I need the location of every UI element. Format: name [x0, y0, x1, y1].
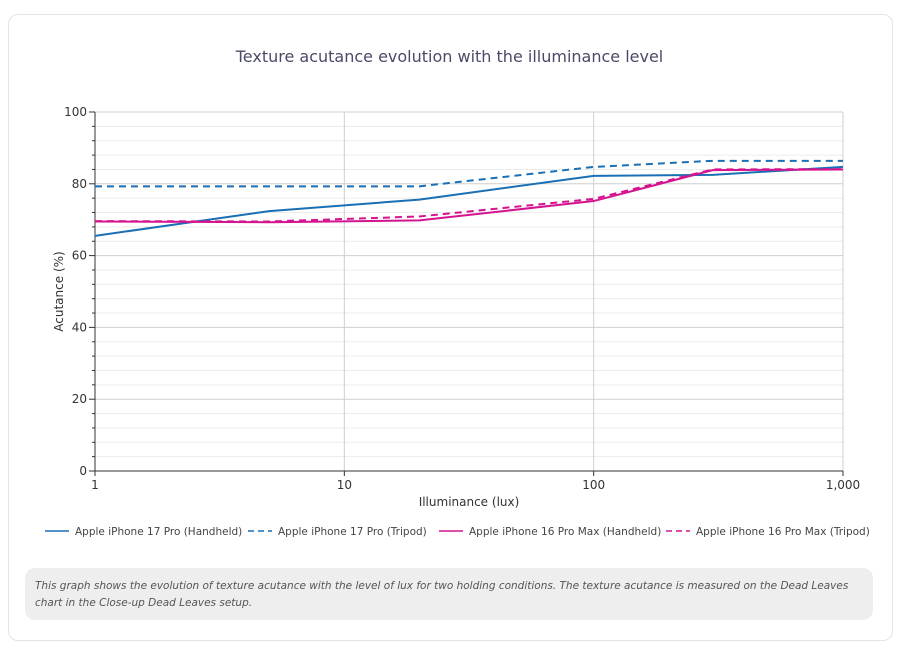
- series-line-3: [94, 168, 844, 223]
- legend-label: Apple iPhone 17 Pro (Handheld): [75, 526, 242, 538]
- y-axis-label: Acutance (%): [52, 251, 66, 331]
- series-line-2: [94, 168, 844, 224]
- series-line-0: [94, 165, 844, 237]
- x-tick-label: 100: [582, 478, 605, 492]
- y-tick-label: 100: [64, 105, 87, 119]
- chart-title: Texture acutance evolution with the illu…: [235, 47, 664, 66]
- y-tick-label: 20: [72, 392, 87, 406]
- legend-label: Apple iPhone 17 Pro (Tripod): [278, 526, 427, 538]
- legend-label: Apple iPhone 16 Pro Max (Handheld): [469, 526, 661, 538]
- y-tick-label: 40: [72, 320, 87, 334]
- x-axis-label: Illuminance (lux): [419, 495, 520, 509]
- y-tick-label: 60: [72, 249, 87, 263]
- y-tick-label: 80: [72, 177, 87, 191]
- legend-label: Apple iPhone 16 Pro Max (Tripod): [696, 526, 870, 538]
- chart-caption: This graph shows the evolution of textur…: [25, 568, 873, 620]
- x-tick-label: 1,000: [826, 478, 860, 492]
- series-line-1: [95, 159, 843, 188]
- x-tick-label: 1: [91, 478, 99, 492]
- y-tick-label: 0: [79, 464, 87, 478]
- x-tick-label: 10: [337, 478, 352, 492]
